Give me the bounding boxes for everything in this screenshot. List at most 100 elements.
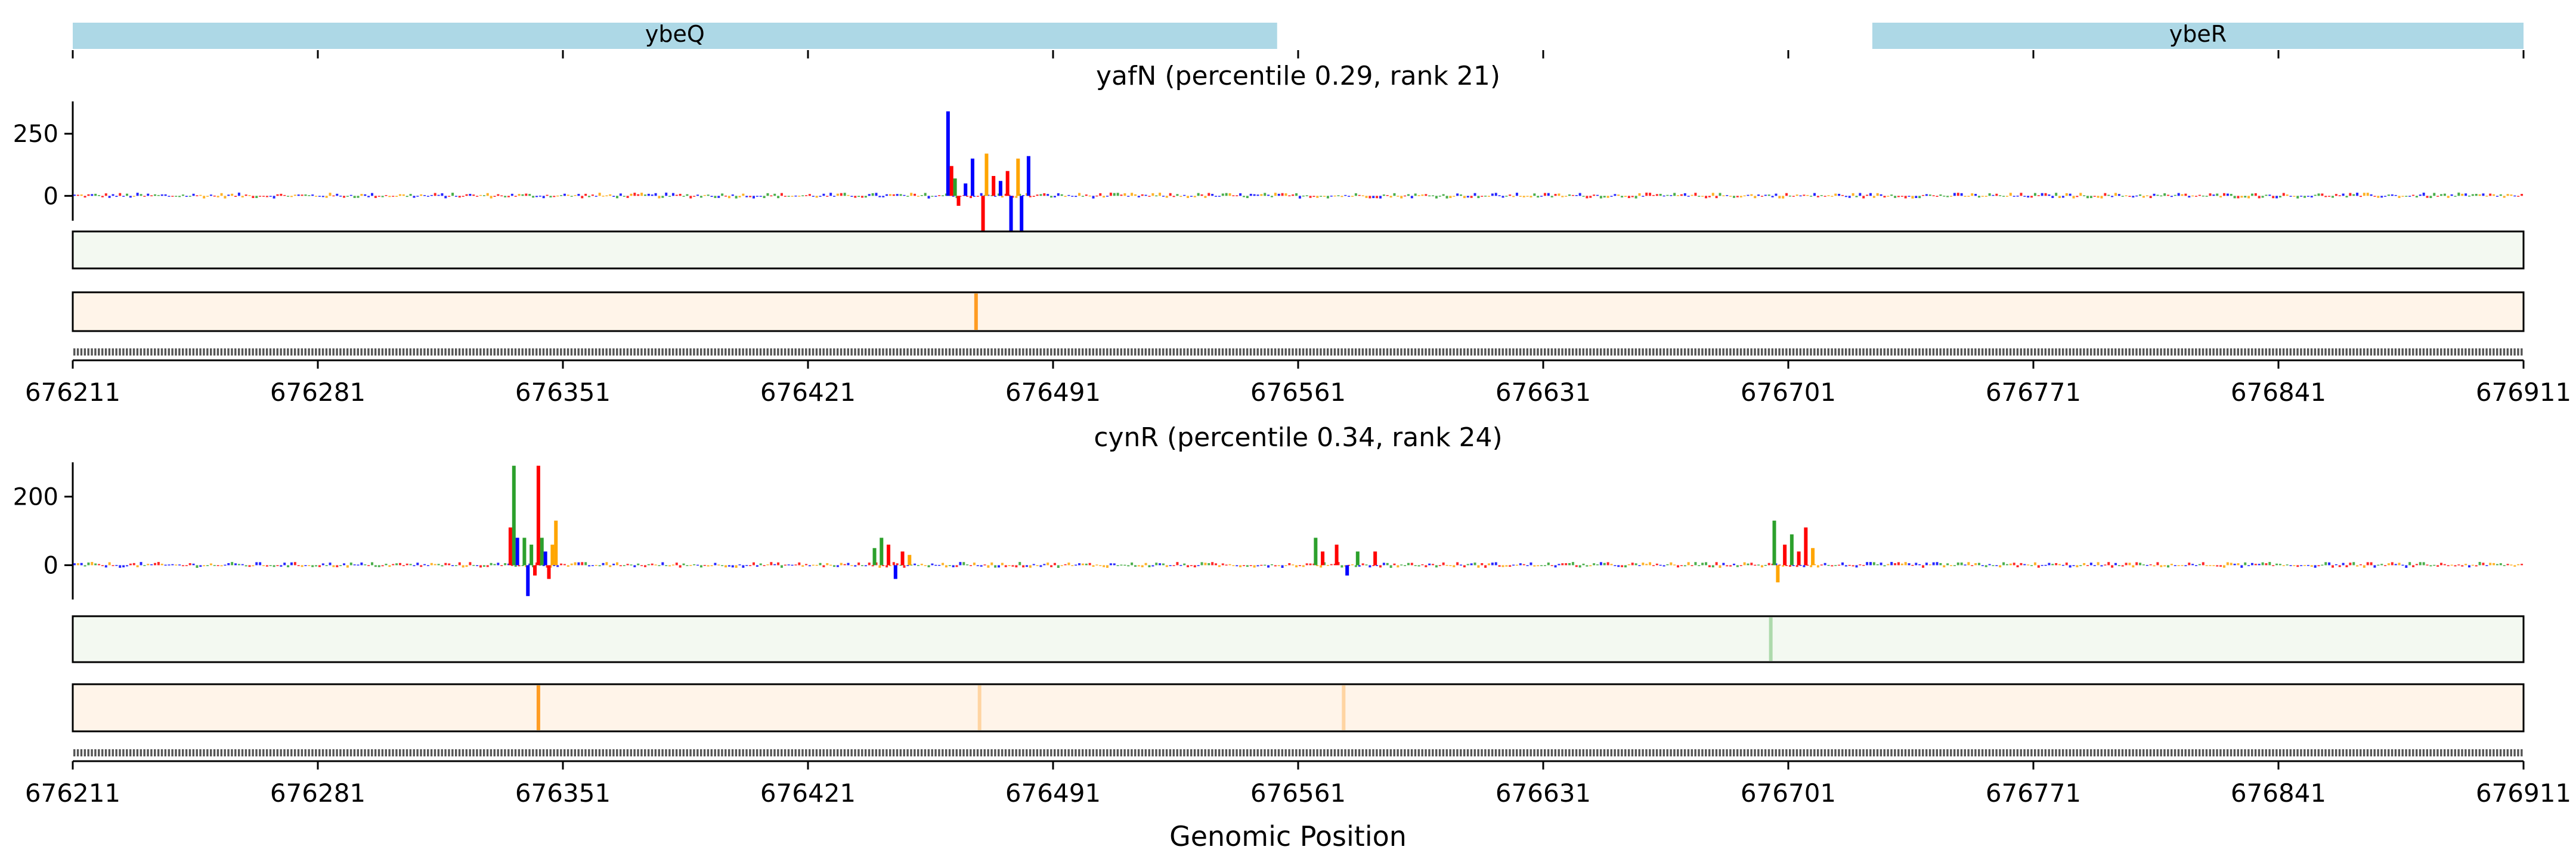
noise-mark	[119, 565, 122, 568]
sequence-glyph	[385, 348, 387, 356]
noise-mark	[661, 196, 664, 198]
sequence-glyph	[2493, 749, 2495, 756]
contribution-bar	[512, 465, 516, 566]
noise-mark	[2128, 563, 2131, 566]
noise-mark	[766, 564, 769, 566]
noise-mark	[826, 563, 829, 566]
sequence-glyph	[1687, 348, 1690, 356]
sequence-glyph	[2132, 749, 2134, 756]
noise-mark	[297, 565, 300, 566]
sequence-glyph	[2342, 749, 2345, 756]
sequence-glyph	[753, 749, 755, 756]
sequence-glyph	[1344, 749, 1346, 756]
contribution-bar	[981, 196, 985, 254]
contribution-bar	[880, 537, 884, 566]
sequence-glyph	[1596, 348, 1599, 356]
sequence-glyph	[1956, 348, 1959, 356]
noise-mark	[2237, 563, 2240, 566]
noise-mark	[2332, 196, 2334, 198]
noise-mark	[1575, 565, 1578, 567]
noise-mark	[815, 564, 818, 566]
noise-mark	[1505, 196, 1508, 197]
sequence-glyph	[1838, 749, 1840, 756]
sequence-glyph	[861, 348, 863, 356]
y-tick-label: 250	[13, 120, 58, 148]
noise-mark	[1404, 195, 1407, 197]
sequence-glyph	[798, 749, 800, 756]
track-2-highlight	[977, 685, 982, 730]
sequence-glyph	[1179, 749, 1182, 756]
sequence-glyph	[1236, 348, 1238, 356]
noise-mark	[2286, 564, 2289, 566]
noise-mark	[265, 196, 268, 197]
noise-mark	[735, 196, 738, 199]
sequence-glyph	[259, 749, 261, 756]
x-tick-label: 676281	[270, 778, 366, 808]
sequence-glyph	[948, 749, 951, 756]
noise-mark	[224, 196, 227, 199]
noise-mark	[868, 563, 871, 566]
sequence-glyph	[2153, 348, 2156, 356]
noise-mark	[259, 562, 262, 566]
noise-mark	[2128, 196, 2131, 197]
noise-mark	[2401, 196, 2404, 197]
noise-mark	[241, 196, 244, 197]
sequence-glyph	[850, 348, 853, 356]
noise-mark	[490, 563, 493, 566]
sequence-glyph	[2457, 749, 2460, 756]
sequence-glyph	[2240, 348, 2243, 356]
sequence-glyph	[602, 749, 604, 756]
noise-mark	[115, 565, 118, 566]
contribution-bar	[526, 565, 530, 597]
noise-mark	[745, 565, 748, 566]
sequence-glyph	[1638, 749, 1640, 756]
noise-mark	[787, 196, 790, 197]
noise-mark	[321, 563, 324, 566]
noise-mark	[1256, 194, 1259, 196]
noise-mark	[1666, 564, 1669, 566]
noise-mark	[1627, 196, 1630, 199]
sequence-glyph	[1302, 749, 1305, 756]
x-tick-label: 676351	[515, 378, 611, 407]
sequence-glyph	[1151, 348, 1154, 356]
noise-mark	[1176, 562, 1179, 566]
sequence-glyph	[329, 348, 332, 356]
sequence-glyph	[2268, 348, 2271, 356]
x-tick-label: 676211	[25, 378, 120, 407]
noise-mark	[157, 562, 160, 566]
sequence-glyph	[1956, 749, 1959, 756]
sequence-glyph	[990, 749, 993, 756]
sequence-glyph	[2261, 749, 2264, 756]
noise-mark	[651, 563, 654, 566]
sequence-glyph	[934, 749, 937, 756]
sequence-glyph	[2415, 749, 2418, 756]
sequence-glyph	[983, 749, 986, 756]
sequence-glyph	[1887, 348, 1889, 356]
noise-mark	[2300, 196, 2303, 197]
noise-mark	[1131, 193, 1134, 196]
sequence-glyph	[1001, 749, 1004, 756]
sequence-glyph	[942, 348, 944, 356]
noise-mark	[1218, 196, 1221, 197]
sequence-glyph	[2338, 348, 2341, 356]
sequence-glyph	[500, 348, 503, 356]
sequence-glyph	[528, 348, 531, 356]
noise-mark	[2093, 565, 2096, 566]
sequence-glyph	[2521, 749, 2523, 756]
sequence-glyph	[2388, 348, 2390, 356]
noise-mark	[1666, 194, 1669, 196]
sequence-glyph	[1754, 348, 1756, 356]
noise-mark	[1414, 565, 1417, 566]
sequence-glyph	[542, 749, 545, 756]
sequence-glyph	[2145, 348, 2148, 356]
noise-mark	[364, 564, 367, 566]
noise-mark	[808, 194, 811, 196]
sequence-glyph	[374, 348, 377, 356]
noise-mark	[2457, 564, 2460, 566]
noise-mark	[2212, 194, 2215, 196]
sequence-glyph	[1323, 348, 1326, 356]
noise-mark	[1141, 565, 1144, 567]
sequence-glyph	[1992, 749, 1994, 756]
sequence-glyph	[2149, 749, 2152, 756]
noise-mark	[710, 196, 713, 197]
